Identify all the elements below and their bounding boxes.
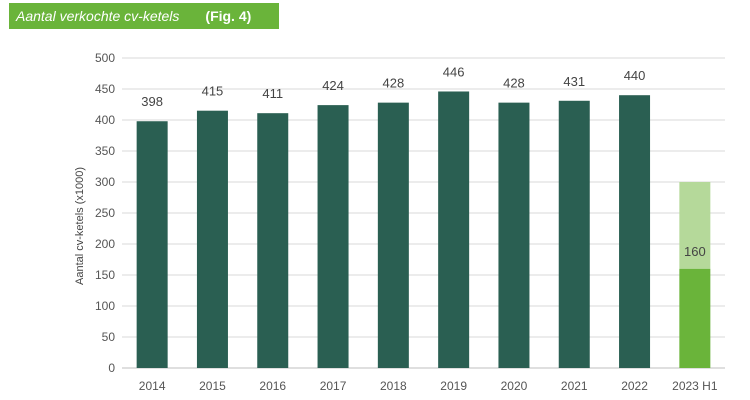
data-label: 428 bbox=[503, 76, 525, 91]
y-tick-label: 200 bbox=[95, 237, 115, 251]
y-tick-label: 450 bbox=[95, 82, 115, 96]
y-tick-label: 100 bbox=[95, 299, 115, 313]
data-label: 431 bbox=[563, 74, 585, 89]
data-labels: 398 415 411 424 428 446 428 431 440 160 bbox=[141, 64, 705, 258]
bar bbox=[196, 110, 228, 368]
data-label: 428 bbox=[382, 76, 404, 91]
bars bbox=[136, 91, 711, 369]
y-tick-label: 500 bbox=[95, 51, 115, 65]
data-label: 415 bbox=[202, 84, 224, 99]
bar bbox=[136, 121, 168, 369]
bar bbox=[619, 95, 651, 368]
bar bbox=[377, 102, 409, 368]
chart-title-banner: Aantal verkochte cv-ketels (Fig. 4) bbox=[9, 3, 279, 29]
x-tick-label: 2016 bbox=[259, 379, 286, 393]
x-tick-label: 2021 bbox=[561, 379, 588, 393]
bar bbox=[317, 105, 349, 369]
data-label: 440 bbox=[624, 68, 646, 83]
bar bbox=[558, 100, 590, 368]
x-tick-label: 2018 bbox=[380, 379, 407, 393]
x-tick-label: 2014 bbox=[139, 379, 166, 393]
bar bbox=[498, 102, 530, 368]
x-tick-label: 2022 bbox=[621, 379, 648, 393]
bar bbox=[679, 268, 711, 368]
bar bbox=[438, 91, 470, 368]
x-tick-label: 2017 bbox=[320, 379, 347, 393]
y-axis-ticks: 0 50 100 150 200 250 300 350 400 450 500 bbox=[95, 51, 115, 375]
bar bbox=[257, 113, 289, 369]
data-label: 424 bbox=[322, 78, 344, 93]
y-tick-label: 400 bbox=[95, 113, 115, 127]
y-tick-label: 0 bbox=[108, 361, 115, 375]
y-tick-label: 350 bbox=[95, 144, 115, 158]
y-tick-label: 300 bbox=[95, 175, 115, 189]
data-label: 446 bbox=[443, 64, 465, 79]
x-tick-label: 2015 bbox=[199, 379, 226, 393]
y-tick-label: 150 bbox=[95, 268, 115, 282]
data-label: 398 bbox=[141, 94, 163, 109]
x-tick-label: 2019 bbox=[440, 379, 467, 393]
figure-number: (Fig. 4) bbox=[205, 8, 252, 24]
y-tick-label: 250 bbox=[95, 206, 115, 220]
bar-extension bbox=[679, 182, 711, 269]
y-axis-label: Aantal cv-ketels (x1000) bbox=[74, 167, 86, 285]
y-tick-label: 50 bbox=[102, 330, 116, 344]
x-tick-label: 2020 bbox=[501, 379, 528, 393]
chart-title: Aantal verkochte cv-ketels bbox=[16, 8, 180, 24]
data-label: 160 bbox=[684, 244, 706, 259]
x-axis-ticks: 2014 2015 2016 2017 2018 2019 2020 2021 2022 2023… bbox=[139, 379, 718, 393]
x-tick-label: 2023 H1 bbox=[672, 379, 718, 393]
data-label: 411 bbox=[262, 86, 283, 101]
